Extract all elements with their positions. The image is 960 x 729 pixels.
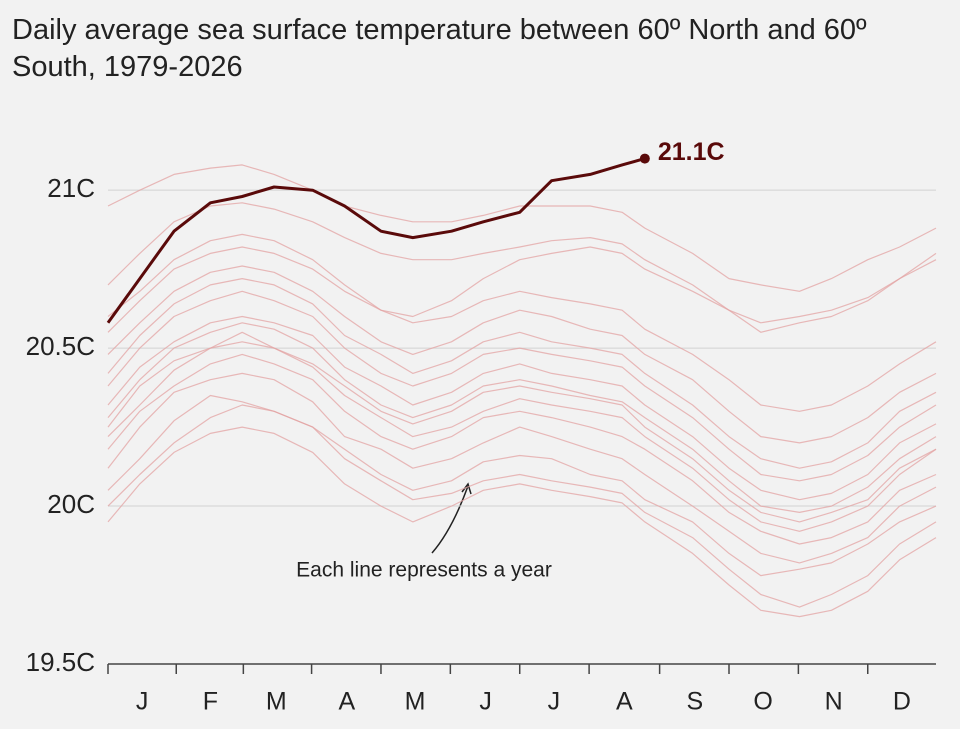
year-line [107,278,937,469]
year-line [107,233,937,412]
year-line [107,202,937,324]
x-tick-label: M [266,688,287,716]
x-tick-label: A [339,688,356,716]
year-line [107,426,937,618]
y-tick-label: 21C [47,173,95,203]
year-line [107,404,937,608]
year-line [107,372,937,564]
x-tick-label: N [825,688,843,716]
year-line [107,331,937,523]
y-tick-label: 20.5C [26,331,95,361]
value-label: 21.1C [658,138,725,166]
year-line [107,394,937,577]
year-line [107,341,937,532]
x-tick-label: M [405,688,426,716]
y-tick-label: 19.5C [26,647,95,677]
highlight-line [106,157,646,324]
x-tick-label: F [203,688,218,716]
annotation: Each line represents a year [296,559,552,582]
end-point [639,153,650,164]
x-tick-label: J [548,688,561,716]
year-line [107,164,937,292]
year-line [107,315,937,501]
year-line [107,322,937,513]
chart-title: Daily average sea surface temperature be… [12,14,867,83]
annotation-arrowhead [461,482,472,495]
x-tick-label: O [753,688,772,716]
x-tick-label: A [616,688,633,716]
x-tick-label: S [687,688,704,716]
x-tick-label: J [136,688,149,716]
x-tick-label: J [479,688,492,716]
year-line [107,246,937,333]
year-line [107,353,937,545]
annotation-arrow [431,485,469,554]
year-line [107,265,937,444]
y-tick-label: 20C [47,489,95,519]
x-tick-label: D [893,688,911,716]
year-line [107,290,937,482]
